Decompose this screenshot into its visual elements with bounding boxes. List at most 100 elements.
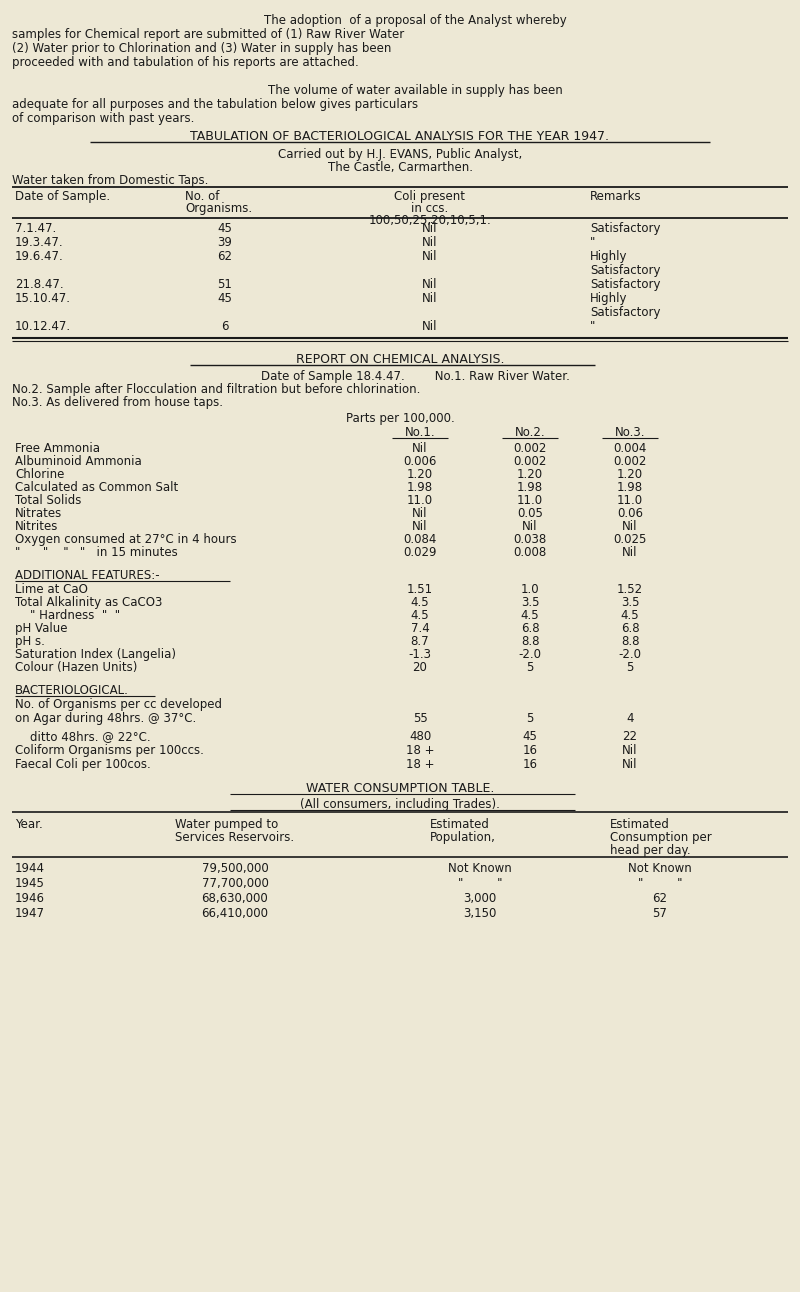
Text: 11.0: 11.0: [517, 494, 543, 506]
Text: Nil: Nil: [412, 506, 428, 519]
Text: 8.8: 8.8: [621, 634, 639, 649]
Text: 22: 22: [622, 730, 638, 743]
Text: 1.20: 1.20: [407, 468, 433, 481]
Text: Date of Sample 18.4.47.        No.1. Raw River Water.: Date of Sample 18.4.47. No.1. Raw River …: [230, 370, 570, 382]
Text: 11.0: 11.0: [407, 494, 433, 506]
Text: ADDITIONAL FEATURES:-: ADDITIONAL FEATURES:-: [15, 568, 160, 581]
Text: 0.06: 0.06: [617, 506, 643, 519]
Text: Satisfactory: Satisfactory: [590, 222, 661, 235]
Text: -2.0: -2.0: [618, 649, 642, 662]
Text: 0.084: 0.084: [403, 534, 437, 547]
Text: 7.1.47.: 7.1.47.: [15, 222, 56, 235]
Text: Remarks: Remarks: [590, 190, 642, 203]
Text: No.1.: No.1.: [405, 426, 435, 439]
Text: 5: 5: [526, 712, 534, 725]
Text: Carried out by H.J. EVANS, Public Analyst,: Carried out by H.J. EVANS, Public Analys…: [278, 149, 522, 162]
Text: 480: 480: [409, 730, 431, 743]
Text: 5: 5: [526, 662, 534, 674]
Text: 7.4: 7.4: [410, 621, 430, 634]
Text: Total Solids: Total Solids: [15, 494, 82, 506]
Text: (All consumers, including Trades).: (All consumers, including Trades).: [300, 798, 500, 811]
Text: Highly: Highly: [590, 249, 627, 264]
Text: 19.6.47.: 19.6.47.: [15, 249, 64, 264]
Text: 39: 39: [218, 236, 233, 249]
Text: ": ": [590, 236, 595, 249]
Text: 0.025: 0.025: [614, 534, 646, 547]
Text: ": ": [590, 320, 595, 333]
Text: "         ": " ": [638, 877, 682, 890]
Text: 6: 6: [222, 320, 229, 333]
Text: Nil: Nil: [422, 278, 438, 291]
Text: No.3.: No.3.: [614, 426, 646, 439]
Text: No. of: No. of: [185, 190, 219, 203]
Text: Coliform Organisms per 100ccs.: Coliform Organisms per 100ccs.: [15, 744, 204, 757]
Text: 10.12.47.: 10.12.47.: [15, 320, 71, 333]
Text: 62: 62: [218, 249, 233, 264]
Text: 1.51: 1.51: [407, 583, 433, 596]
Text: 3,150: 3,150: [463, 907, 497, 920]
Text: Estimated: Estimated: [430, 818, 490, 831]
Text: 18 +: 18 +: [406, 744, 434, 757]
Text: No. of Organisms per cc developed: No. of Organisms per cc developed: [15, 698, 222, 711]
Text: 18 +: 18 +: [406, 758, 434, 771]
Text: of comparison with past years.: of comparison with past years.: [12, 112, 194, 125]
Text: 0.038: 0.038: [514, 534, 546, 547]
Text: 5: 5: [626, 662, 634, 674]
Text: proceeded with and tabulation of his reports are attached.: proceeded with and tabulation of his rep…: [12, 56, 358, 68]
Text: 0.008: 0.008: [514, 547, 546, 559]
Text: The adoption  of a proposal of the Analyst whereby: The adoption of a proposal of the Analys…: [234, 14, 566, 27]
Text: (2) Water prior to Chlorination and (3) Water in supply has been: (2) Water prior to Chlorination and (3) …: [12, 43, 391, 56]
Text: Consumption per: Consumption per: [610, 831, 712, 844]
Text: 1945: 1945: [15, 877, 45, 890]
Text: 4.5: 4.5: [521, 609, 539, 621]
Text: The volume of water available in supply has been: The volume of water available in supply …: [238, 84, 562, 97]
Text: Water taken from Domestic Taps.: Water taken from Domestic Taps.: [12, 174, 208, 187]
Text: Nil: Nil: [422, 236, 438, 249]
Text: REPORT ON CHEMICAL ANALYSIS.: REPORT ON CHEMICAL ANALYSIS.: [296, 353, 504, 366]
Text: Nil: Nil: [412, 442, 428, 455]
Text: 19.3.47.: 19.3.47.: [15, 236, 64, 249]
Text: 11.0: 11.0: [617, 494, 643, 506]
Text: No.2.: No.2.: [514, 426, 546, 439]
Text: 6.8: 6.8: [621, 621, 639, 634]
Text: 0.002: 0.002: [514, 455, 546, 468]
Text: Nil: Nil: [522, 519, 538, 534]
Text: 4.5: 4.5: [410, 596, 430, 609]
Text: Nil: Nil: [422, 222, 438, 235]
Text: Population,: Population,: [430, 831, 496, 844]
Text: 68,630,000: 68,630,000: [202, 891, 268, 904]
Text: 77,700,000: 77,700,000: [202, 877, 269, 890]
Text: 15.10.47.: 15.10.47.: [15, 292, 71, 305]
Text: Chlorine: Chlorine: [15, 468, 64, 481]
Text: 1944: 1944: [15, 862, 45, 875]
Text: pH Value: pH Value: [15, 621, 67, 634]
Text: 6.8: 6.8: [521, 621, 539, 634]
Text: 1.0: 1.0: [521, 583, 539, 596]
Text: "         ": " ": [458, 877, 502, 890]
Text: TABULATION OF BACTERIOLOGICAL ANALYSIS FOR THE YEAR 1947.: TABULATION OF BACTERIOLOGICAL ANALYSIS F…: [190, 130, 610, 143]
Text: Nil: Nil: [622, 744, 638, 757]
Text: 0.002: 0.002: [514, 442, 546, 455]
Text: Organisms.: Organisms.: [185, 202, 252, 214]
Text: BACTERIOLOGICAL.: BACTERIOLOGICAL.: [15, 683, 129, 696]
Text: 100,50,25,20,10,5,1.: 100,50,25,20,10,5,1.: [369, 214, 491, 227]
Text: 16: 16: [522, 744, 538, 757]
Text: Satisfactory: Satisfactory: [590, 306, 661, 319]
Text: 8.7: 8.7: [410, 634, 430, 649]
Text: 55: 55: [413, 712, 427, 725]
Text: 1.20: 1.20: [517, 468, 543, 481]
Text: Water pumped to: Water pumped to: [175, 818, 278, 831]
Text: 4.5: 4.5: [621, 609, 639, 621]
Text: Nitrites: Nitrites: [15, 519, 58, 534]
Text: Total Alkalinity as CaCO3: Total Alkalinity as CaCO3: [15, 596, 162, 609]
Text: 1.98: 1.98: [517, 481, 543, 494]
Text: Albuminoid Ammonia: Albuminoid Ammonia: [15, 455, 142, 468]
Text: Year.: Year.: [15, 818, 42, 831]
Text: -1.3: -1.3: [409, 649, 431, 662]
Text: 45: 45: [218, 222, 233, 235]
Text: WATER CONSUMPTION TABLE.: WATER CONSUMPTION TABLE.: [306, 782, 494, 795]
Text: 20: 20: [413, 662, 427, 674]
Text: pH s.: pH s.: [15, 634, 45, 649]
Text: 66,410,000: 66,410,000: [202, 907, 269, 920]
Text: Satisfactory: Satisfactory: [590, 278, 661, 291]
